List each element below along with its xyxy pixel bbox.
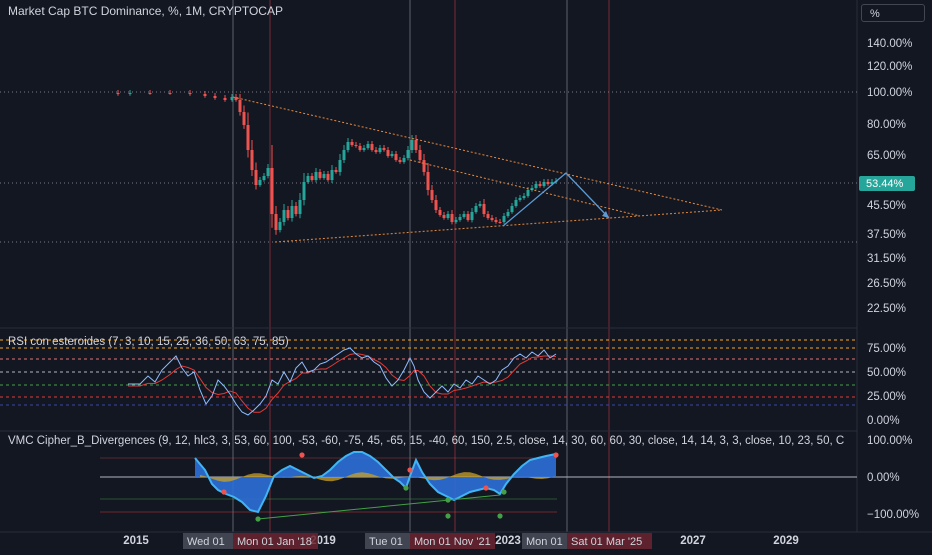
vmc-tick: 0.00% [867,472,900,484]
vmc-axis[interactable]: 100.00% 0.00% −100.00% [867,435,919,521]
vmc-title: VMC Cipher_B_Divergences (9, 12, hlc3, 3… [8,435,844,447]
price-tick: 65.00% [867,150,906,162]
time-tick: 2027 [680,535,706,547]
svg-text:Wed 01: Wed 01 [187,536,225,548]
rsi-pane[interactable] [0,339,857,416]
last-value-badge: 53.44% [859,176,915,191]
price-axis[interactable]: 140.00% 120.00% 100.00% 80.00% 65.00% 45.50% 3… [867,38,912,315]
unit-toggle-button[interactable]: % [861,4,925,22]
projection-arrow[interactable] [502,172,610,227]
svg-text:Tue 01: Tue 01 [369,536,403,548]
vmc-tick: −100.00% [867,509,919,521]
crosshair-date-label: Sat 01 Mar '25 [567,533,652,549]
lower-trendline [274,209,723,243]
crosshair-date-label: Mon 01 Jan '18 [233,533,318,549]
price-tick: 37.50% [867,229,906,241]
time-tick: 2023 [495,535,521,547]
vmc-pane[interactable] [100,451,857,522]
crosshair-date-label: Mon 01 Nov '21 [410,533,495,549]
svg-text:53.44%: 53.44% [866,178,904,190]
rsi-tick: 25.00% [867,391,906,403]
triangle-trendlines[interactable] [232,96,723,243]
price-tick: 22.50% [867,303,906,315]
crosshair-date-label: Mon 01 [522,533,567,549]
svg-text:Mon 01 Nov '21: Mon 01 Nov '21 [414,536,491,548]
rsi-tick: 50.00% [867,367,906,379]
vmc-tick: 100.00% [867,435,912,447]
svg-text:Mon 01 Jan '18: Mon 01 Jan '18 [237,536,312,548]
price-tick: 140.00% [867,38,912,50]
crosshair-date-label: Wed 01 [183,533,233,549]
time-tick: 2015 [123,535,149,547]
price-tick: 120.00% [867,61,912,73]
chart-title: Market Cap BTC Dominance, %, 1M, CRYPTOC… [8,4,283,18]
rsi-tick: 75.00% [867,343,906,355]
crosshair-date-label: Tue 01 [365,533,410,549]
rsi-tick: 0.00% [867,415,900,427]
time-tick: 2029 [773,535,799,547]
price-candles [116,90,558,235]
inner-trendline [409,159,641,217]
price-tick: 80.00% [867,119,906,131]
svg-text:Mon 01: Mon 01 [526,536,563,548]
price-tick: 45.50% [867,200,906,212]
price-tick: 31.50% [867,253,906,265]
svg-text:Sat 01 Mar '25: Sat 01 Mar '25 [571,536,642,548]
rsi-title: RSI con esteroides (7, 3, 10, 15, 25, 36… [8,336,289,348]
rsi-axis[interactable]: 75.00% 50.00% 25.00% 0.00% [867,343,906,427]
price-tick: 26.50% [867,278,906,290]
upper-trendline [232,96,723,211]
price-tick: 100.00% [867,87,912,99]
vertical-markers [232,0,610,532]
